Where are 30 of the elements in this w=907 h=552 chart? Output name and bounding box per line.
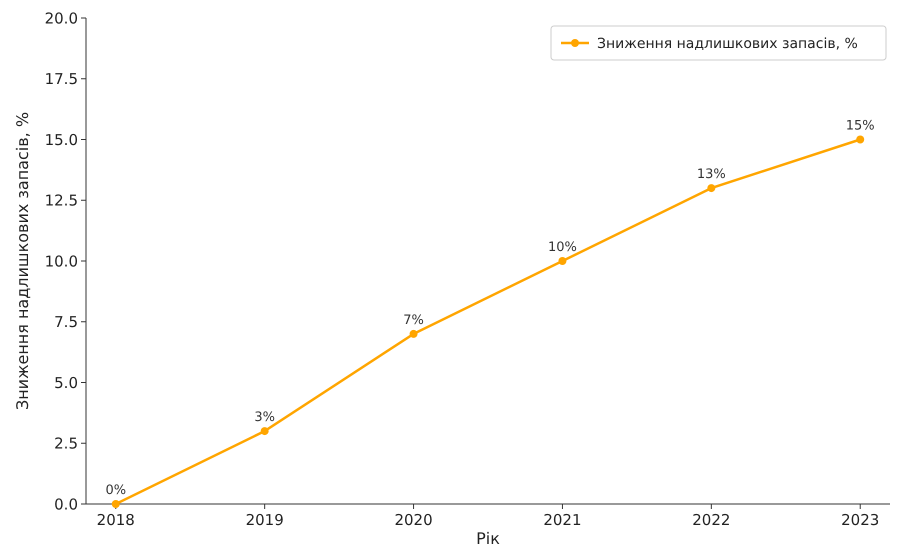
- y-tick-label: 0.0: [54, 495, 78, 514]
- y-tick-label: 12.5: [44, 192, 78, 210]
- y-tick-label: 20.0: [44, 9, 78, 28]
- point: [856, 136, 864, 144]
- x-axis-title: Рік: [476, 529, 500, 548]
- data-label: 3%: [254, 410, 275, 426]
- point: [112, 500, 120, 508]
- data-label: 7%: [403, 312, 424, 328]
- x-tick-label: 2019: [246, 511, 284, 529]
- x-tick-label: 2022: [692, 511, 730, 529]
- x-tick-label: 2020: [394, 511, 433, 529]
- x-tick-label: 2021: [543, 511, 582, 529]
- y-tick-label: 5.0: [54, 374, 78, 392]
- y-axis-title: Зниження надлишкових запасів, %: [13, 112, 32, 410]
- y-tick-label: 15.0: [44, 130, 78, 149]
- point: [558, 257, 566, 265]
- data-label: 10%: [548, 240, 577, 255]
- data-label: 0%: [105, 483, 126, 498]
- point: [707, 184, 716, 192]
- y-tick-label: 17.5: [44, 70, 78, 88]
- x-tick-label: 2018: [96, 511, 135, 529]
- legend-label: Зниження надлишкових запасів, %: [597, 36, 858, 52]
- y-tick-label: 7.5: [54, 313, 78, 331]
- data-label: 13%: [696, 167, 726, 182]
- data-label: 15%: [846, 118, 875, 134]
- x-tick-label: 2023: [841, 511, 880, 529]
- y-tick-label: 2.5: [54, 434, 78, 452]
- point: [260, 427, 269, 436]
- point: [410, 330, 418, 338]
- y-tick-label: 10.0: [44, 252, 78, 270]
